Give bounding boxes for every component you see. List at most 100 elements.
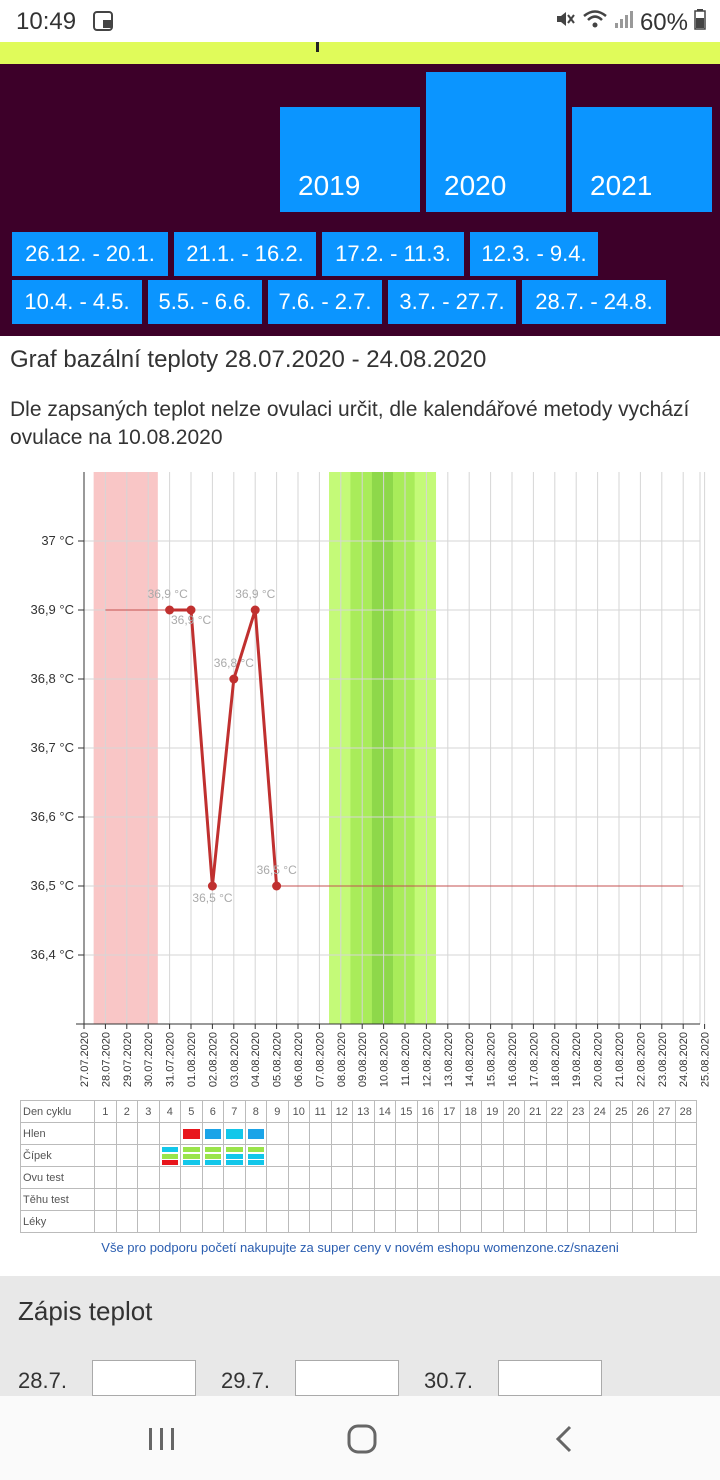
year-tab-2019[interactable]: 2019 (280, 107, 420, 212)
cycle-cell (201, 1188, 224, 1211)
y-tick-label: 36,9 °C (30, 602, 74, 617)
period-button[interactable]: 26.12. - 20.1. (12, 232, 168, 276)
x-tick-label: 02.08.2020 (207, 1032, 219, 1087)
cycle-row: Ovu test (20, 1166, 697, 1189)
period-button[interactable]: 12.3. - 9.4. (470, 232, 598, 276)
cycle-cell (180, 1166, 203, 1189)
cycle-day-number: 19 (481, 1100, 504, 1123)
cycle-cell (266, 1122, 289, 1145)
cycle-cell (94, 1188, 117, 1211)
cycle-cell (287, 1166, 310, 1189)
cycle-cell (395, 1122, 418, 1145)
cycle-cell (395, 1210, 418, 1233)
cycle-cell (94, 1210, 117, 1233)
cycle-day-number: 2 (115, 1100, 138, 1123)
cycle-marker (204, 1160, 221, 1165)
cycle-row-label: Hlen (20, 1122, 95, 1145)
recent-apps-icon[interactable] (146, 1426, 178, 1457)
cycle-cell (459, 1122, 482, 1145)
temperature-input[interactable] (498, 1360, 602, 1396)
cycle-cell (309, 1166, 332, 1189)
temperature-point (186, 605, 196, 615)
cycle-cell (158, 1188, 181, 1211)
home-icon[interactable] (346, 1424, 378, 1459)
cycle-row-label: Léky (20, 1210, 95, 1233)
cycle-cell (137, 1166, 160, 1189)
x-tick-label: 30.07.2020 (143, 1032, 155, 1087)
period-button[interactable]: 21.1. - 16.2. (174, 232, 316, 276)
cycle-marker (204, 1153, 221, 1159)
x-tick-label: 17.08.2020 (528, 1032, 540, 1087)
period-navigation: 2019 2020 2021 26.12. - 20.1. 21.1. - 16… (0, 64, 720, 336)
cycle-marker (183, 1129, 200, 1139)
period-button[interactable]: 5.5. - 6.6. (148, 280, 262, 324)
cycle-day-number: 7 (223, 1100, 246, 1123)
cycle-cell (244, 1144, 267, 1167)
cycle-cell (567, 1144, 590, 1167)
x-tick-label: 11.08.2020 (400, 1032, 412, 1086)
cycle-cell (373, 1166, 396, 1189)
cycle-cell (287, 1188, 310, 1211)
cycle-marker (226, 1153, 243, 1159)
cycle-day-number: 15 (395, 1100, 418, 1123)
period-button-active[interactable]: 28.7. - 24.8. (522, 280, 666, 324)
cycle-cell (201, 1166, 224, 1189)
period-button[interactable]: 7.6. - 2.7. (268, 280, 382, 324)
cycle-day-number: 28 (674, 1100, 697, 1123)
cycle-marker (183, 1147, 200, 1152)
cycle-day-number: 14 (373, 1100, 396, 1123)
point-label: 36,8 °C (214, 656, 254, 670)
period-button[interactable]: 10.4. - 4.5. (12, 280, 142, 324)
cycle-cell (287, 1122, 310, 1145)
cycle-cell (545, 1166, 568, 1189)
cycle-cell (653, 1122, 676, 1145)
cycle-cell (158, 1166, 181, 1189)
cycle-cell (588, 1122, 611, 1145)
cycle-cell (180, 1144, 203, 1167)
cycle-cell (524, 1166, 547, 1189)
cycle-cell (545, 1122, 568, 1145)
period-button[interactable]: 17.2. - 11.3. (322, 232, 464, 276)
date-label: 29.7. (221, 1368, 270, 1393)
cycle-cell (244, 1122, 267, 1145)
x-tick-label: 24.08.2020 (678, 1032, 690, 1087)
cycle-marker (247, 1160, 264, 1165)
cycle-cell (502, 1144, 525, 1167)
cycle-marker (226, 1160, 243, 1165)
cycle-cell (545, 1144, 568, 1167)
x-tick-label: 09.08.2020 (357, 1032, 369, 1087)
cycle-row: Léky (20, 1210, 697, 1233)
cycle-cell (674, 1166, 697, 1189)
cycle-day-number: 21 (524, 1100, 547, 1123)
period-button[interactable]: 3.7. - 27.7. (388, 280, 516, 324)
cycle-cell (610, 1166, 633, 1189)
point-label: 36,9 °C (148, 587, 188, 601)
cycle-cell (266, 1144, 289, 1167)
temperature-input[interactable] (295, 1360, 399, 1396)
x-tick-label: 31.07.2020 (165, 1032, 177, 1087)
cycle-cell (266, 1210, 289, 1233)
cycle-row-label: Čípek (20, 1144, 95, 1167)
cycle-marker (204, 1129, 221, 1139)
cycle-marker (161, 1153, 178, 1159)
cycle-cell (352, 1188, 375, 1211)
cycle-marker (183, 1153, 200, 1159)
cycle-day-number: 10 (287, 1100, 310, 1123)
cycle-cell (330, 1144, 353, 1167)
y-tick-label: 36,5 °C (30, 878, 74, 893)
cycle-cell (201, 1122, 224, 1145)
cycle-day-number: 6 (201, 1100, 224, 1123)
year-tab-2020[interactable]: 2020 (426, 72, 566, 212)
cycle-cell (674, 1144, 697, 1167)
wifi-icon (582, 8, 608, 37)
cycle-cell (352, 1210, 375, 1233)
promo-link[interactable]: Vše pro podporu početí nakupujte za supe… (101, 1240, 619, 1255)
cycle-cell (416, 1188, 439, 1211)
point-label: 36,5 °C (257, 863, 297, 877)
temperature-input[interactable] (92, 1360, 196, 1396)
cycle-cell (610, 1144, 633, 1167)
year-tab-2021[interactable]: 2021 (572, 107, 712, 212)
back-icon[interactable] (552, 1424, 578, 1459)
x-tick-label: 16.08.2020 (507, 1032, 519, 1087)
cycle-day-number: 17 (438, 1100, 461, 1123)
